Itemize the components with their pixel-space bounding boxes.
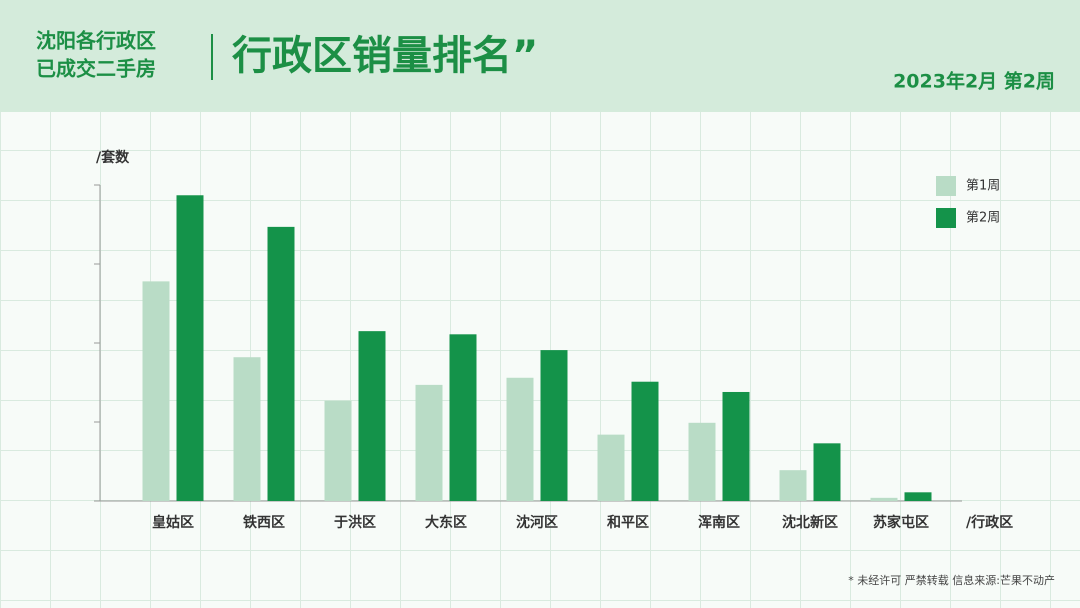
x-tick-label: 于洪区 xyxy=(334,514,376,531)
legend-label: 第2周 xyxy=(966,211,1000,226)
x-tick-label: 皇姑区 xyxy=(152,514,194,531)
x-tick-label: 和平区 xyxy=(607,515,649,531)
bar xyxy=(904,492,932,501)
x-tick-label: 沈北新区 xyxy=(782,514,838,531)
bar xyxy=(324,400,352,501)
bar xyxy=(631,381,659,501)
x-tick-label: 苏家屯区 xyxy=(873,514,929,531)
bar xyxy=(506,377,534,501)
bar xyxy=(415,384,443,501)
x-tick-label: 浑南区 xyxy=(698,514,740,531)
bar xyxy=(722,391,750,501)
bar xyxy=(176,195,204,501)
y-axis-label: /套数 xyxy=(96,149,130,166)
legend-label: 第1周 xyxy=(966,179,1000,194)
x-axis-label: /行政区 xyxy=(966,514,1013,531)
bar xyxy=(688,422,716,501)
subtitle: 沈阳各行政区 xyxy=(36,29,156,53)
bar xyxy=(540,350,568,501)
header-band xyxy=(0,0,1080,112)
bar xyxy=(233,357,261,501)
bar xyxy=(449,334,477,501)
legend-swatch xyxy=(936,208,956,228)
bar xyxy=(358,331,386,501)
bar xyxy=(813,443,841,501)
x-tick-label: 大东区 xyxy=(425,514,467,531)
bar xyxy=(779,470,807,501)
legend-swatch xyxy=(936,176,956,196)
bar xyxy=(142,281,170,501)
bar xyxy=(267,226,295,501)
bar xyxy=(597,434,625,501)
chart-title: 行政区销量排名” xyxy=(232,33,538,79)
subtitle: 已成交二手房 xyxy=(36,57,156,81)
x-tick-label: 铁西区 xyxy=(243,514,285,531)
bar xyxy=(870,497,898,501)
x-tick-label: 沈河区 xyxy=(516,514,558,531)
footnote: * 未经许可 严禁转载 信息来源:芒果不动产 xyxy=(848,573,1055,587)
date: 2023年2月 第2周 xyxy=(893,70,1055,93)
